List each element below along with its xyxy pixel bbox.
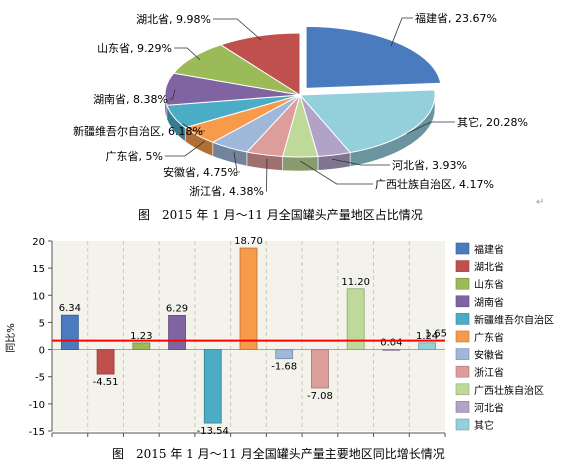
reference-value-label: 1.65 [425,329,447,340]
y-tick-3: 5 [39,318,45,329]
pie-label-4: 浙江省, 4.38% [189,185,264,198]
y-axis-ticks: 20 15 10 5 0 -5 -10 -15 [29,237,52,438]
pie-label-0: 福建省, 23.67% [415,11,497,25]
legend-label-7: 浙江省 [474,366,504,379]
pie-leader-3 [300,160,373,185]
pie-leader-10 [213,18,262,41]
legend-label-8: 广西壮族自治区 [474,384,544,397]
bar-6 [275,349,294,360]
pie-label-7: 新疆维吾尔自治区, 6.18% [73,124,203,138]
bar-3 [168,315,186,350]
y-tick-7: -15 [29,427,45,438]
bar-label-4: -13.54 [197,426,229,437]
bar-10 [418,342,437,350]
bar-2 [132,342,151,350]
pie-leader-2 [331,158,390,166]
grid-lines [51,241,446,437]
y-tick-2: 10 [32,291,45,302]
legend-label-6: 安徽省 [474,349,504,362]
y-tick-1: 15 [32,264,45,275]
legend-swatch-10 [455,418,470,431]
bar-label-6: -1.68 [271,362,297,373]
legend: 福建省湖北省山东省湖南省新疆维吾尔自治区广东省安徽省浙江省广西壮族自治区河北省其… [455,242,554,432]
legend-swatch-3 [455,295,470,308]
y-tick-4: 0 [39,346,45,357]
legend-swatch-7 [455,365,470,378]
bar-label-1: -4.51 [93,377,119,388]
pie-label-6: 广东省, 5% [106,150,163,163]
bar-caption: 图 2015 年 1 月～11 月全国罐头产量主要地区同比增长情况 [112,446,445,461]
y-tick-6: -10 [29,400,45,411]
bar-0 [60,314,79,350]
pie-leader-5 [233,152,240,173]
pie-slice-1 [298,89,436,154]
legend-label-5: 广东省 [474,331,504,344]
paragraph-mark-icon: ↵ [536,197,544,208]
pie-leader-6 [165,140,206,157]
bar-8 [346,288,365,350]
bar-5 [239,247,258,350]
pie-leader-8 [170,89,176,100]
pie-label-8: 湖南省, 8.38% [93,93,168,106]
legend-label-2: 山东省 [474,278,504,291]
pie-leader-4 [266,159,268,192]
pie-slice-0 [305,25,442,89]
legend-swatch-0 [455,242,470,255]
bar-9 [382,348,401,351]
pie-slice-10 [219,32,301,96]
bar-label-8: 11.20 [341,277,370,288]
pie-caption: 图 2015 年 1 月～11 月全国罐头产量地区占比情况 [138,207,423,222]
bars [60,247,437,424]
pie-label-2: 河北省, 3.93% [392,159,467,172]
pie-leader-1 [406,121,455,135]
legend-swatch-2 [455,277,470,290]
pie-label-3: 广西壮族自治区, 4.17% [375,177,494,191]
pie-chart [164,25,442,172]
pie-label-9: 山东省, 9.29% [97,42,172,55]
pie-label-10: 湖北省, 9.98% [136,13,211,26]
legend-label-9: 河北省 [474,401,504,414]
legend-swatch-8 [455,383,470,396]
pie-label-1: 其它, 20.28% [457,115,528,129]
bar-label-10: 1.24 [416,331,438,342]
bar-7 [311,349,329,389]
bar-label-5: 18.70 [234,236,263,247]
legend-swatch-5 [455,330,470,343]
pie-labels: 福建省, 23.67% 其它, 20.28% 河北省, 3.93% 广西壮族自治区, … [73,11,528,198]
y-tick-5: -5 [35,373,45,384]
bar-chart: 20 15 10 5 0 -5 -10 -15 同比% 6.34 -4.51 1.23 6.29 -1… [5,236,554,438]
legend-label-3: 湖南省 [474,296,504,309]
y-axis-label: 同比% [5,323,17,353]
pie-leader-7 [182,123,205,132]
bar-label-2: 1.23 [130,331,152,342]
pie-leader-0 [390,17,413,47]
bar-1 [96,349,115,375]
legend-label-4: 新疆维吾尔自治区 [474,313,554,326]
bar-label-7: -7.08 [307,391,333,402]
bar-4 [203,349,222,424]
bar-label-3: 6.29 [166,303,188,314]
legend-label-0: 福建省 [474,243,504,256]
legend-swatch-6 [455,348,470,360]
legend-swatch-4 [455,313,470,325]
y-tick-0: 20 [32,237,45,248]
bar-label-0: 6.34 [59,303,81,314]
legend-label-1: 湖北省 [474,261,504,274]
legend-label-10: 其它 [474,419,494,432]
pie-slice-9 [172,44,301,96]
pie-label-5: 安徽省, 4.75% [163,165,238,179]
pie-leader-9 [174,47,201,61]
legend-swatch-9 [455,401,470,413]
bar-label-9: 0.04 [380,337,402,348]
bar-value-labels: 6.34 -4.51 1.23 6.29 -13.54 18.70 -1.68 -7.08 11… [59,236,439,437]
legend-swatch-1 [455,260,470,272]
